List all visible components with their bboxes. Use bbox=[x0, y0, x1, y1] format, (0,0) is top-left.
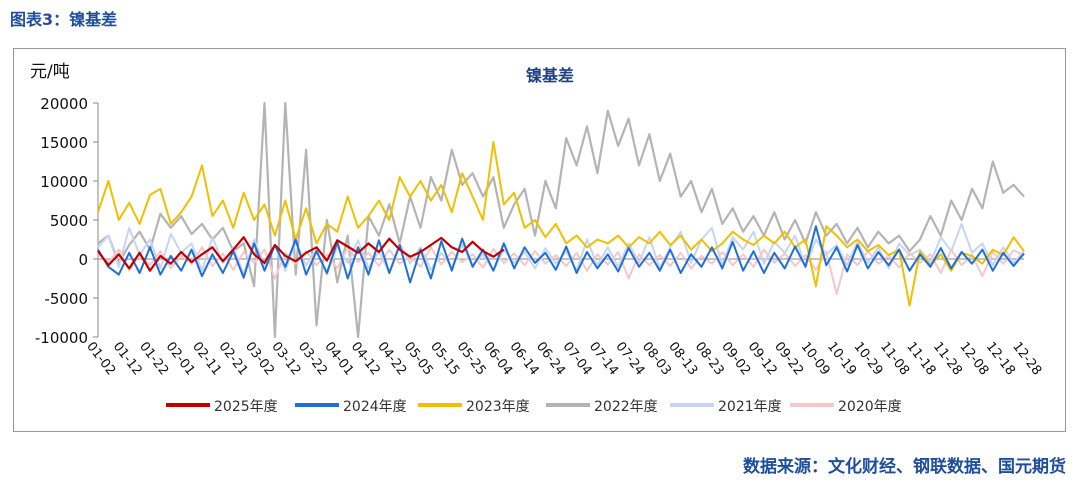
legend-label: 2021年度 bbox=[718, 399, 782, 415]
series-line-2025年度 bbox=[97, 236, 505, 272]
series-line-2024年度 bbox=[97, 225, 1025, 284]
chart-svg: 镍基差 元/吨 20000150001000050000-5000-100000… bbox=[30, 62, 1044, 415]
x-tick-label: 12-28 bbox=[1009, 339, 1044, 378]
legend-label: 2022年度 bbox=[594, 399, 658, 415]
legend-label: 2024年度 bbox=[343, 399, 407, 415]
series-lines bbox=[97, 101, 1025, 339]
series-line-2023年度 bbox=[97, 141, 1025, 307]
y-tick-label: -5000 bbox=[44, 290, 88, 308]
y-tick-label: 20000 bbox=[40, 95, 88, 113]
chart-panel: 镍基差 元/吨 20000 15000 10000 5000 0 -5000 -10000 0… bbox=[13, 48, 1066, 432]
figure-label: 图表3：镍基差 bbox=[10, 10, 118, 29]
source-note: 数据来源：文化财经、钢联数据、国元期货 bbox=[743, 457, 1066, 477]
y-tick-label: 10000 bbox=[40, 173, 88, 191]
series-line-2022年度 bbox=[97, 101, 1025, 339]
legend-label: 2020年度 bbox=[838, 399, 902, 415]
y-tick-label: 0 bbox=[78, 251, 88, 269]
chart-title: 镍基差 bbox=[526, 66, 574, 85]
y-axis-unit-label: 元/吨 bbox=[30, 62, 70, 82]
axes-group: 20000150001000050000-5000-1000001-0201-1… bbox=[35, 95, 1044, 378]
y-tick-label: 5000 bbox=[50, 212, 88, 230]
legend-label: 2023年度 bbox=[466, 399, 530, 415]
legend-label: 2025年度 bbox=[214, 399, 278, 415]
legend: 2025年度 2024年度 2023年度 2022年度 2021年度 2020年度 bbox=[166, 399, 902, 415]
y-tick-label: -10000 bbox=[35, 329, 88, 347]
y-tick-label: 15000 bbox=[40, 134, 88, 152]
